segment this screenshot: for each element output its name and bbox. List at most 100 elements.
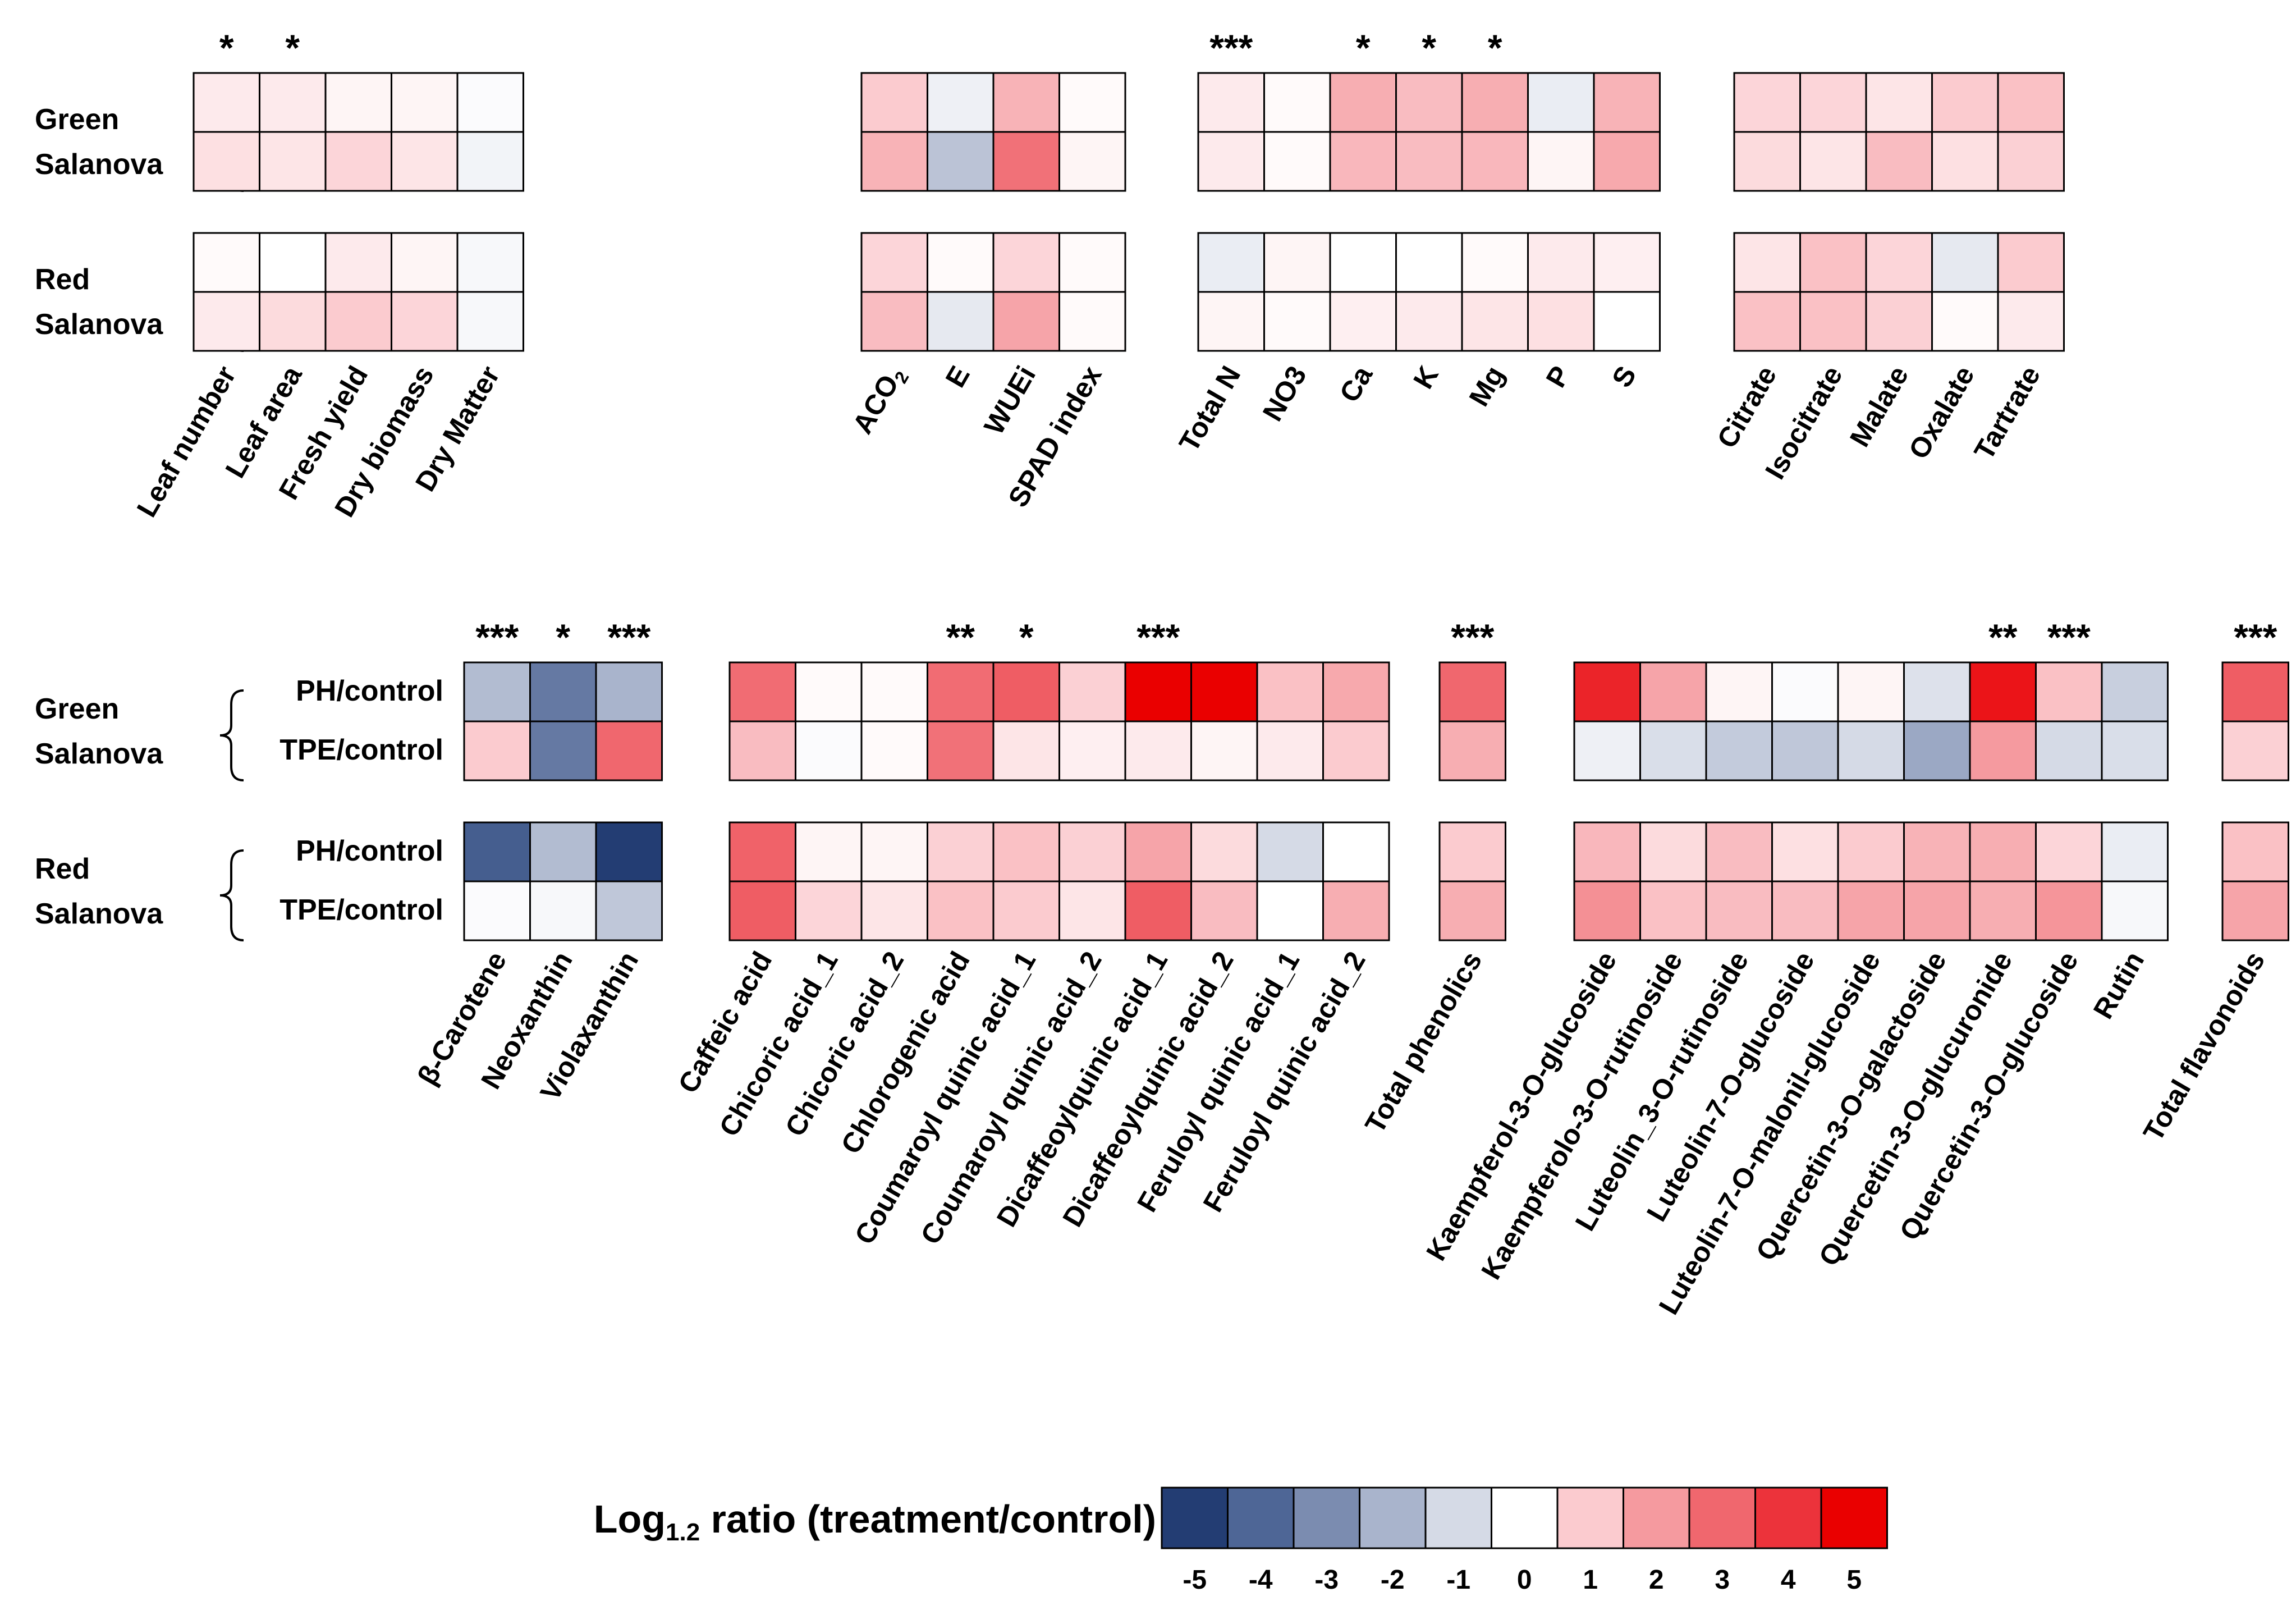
column-label-mg: Mg xyxy=(1463,361,1511,412)
heatmap-cell-green-tpe-control-coumaroyl-quinic-acid-2 xyxy=(1058,720,1126,781)
heatmap-cell-red-tpe-control-feruloyl-quinic-acid-1 xyxy=(1256,880,1324,941)
group-brace xyxy=(219,689,244,781)
heatmap-cell-green-ph-control-aco2 xyxy=(860,72,928,133)
heatmap-cell-red-tpe-control-isocitrate xyxy=(1799,291,1867,352)
heatmap-cell-red-ph-control-fresh-yield xyxy=(324,232,392,293)
heatmap-cell-green-ph-control-chicoric-acid-1 xyxy=(795,661,863,722)
heatmap-cell-red-ph-control-total-n xyxy=(1197,232,1265,293)
legend-swatch-5 xyxy=(1161,1486,1229,1549)
heatmap-cell-red-ph-control-aco2 xyxy=(860,232,928,293)
column-label-total-n: Total N xyxy=(1173,361,1246,458)
heatmap-cell-green-ph-control-fresh-yield xyxy=(324,72,392,133)
heatmap-cell-green-tpe-control-luteolin-3-o-rutinoside xyxy=(1705,720,1773,781)
legend-tick: -5 xyxy=(1183,1565,1207,1595)
heatmap-cell-red-tpe-control-neoxanthin xyxy=(529,880,597,941)
heatmap-cell-green-ph-control-kaempferolo-3-o-rutinoside xyxy=(1639,661,1707,722)
heatmap-cell-green-tpe-control-dry-biomass xyxy=(391,131,459,192)
significance-dicaffeoylquinic-acid-1: *** xyxy=(1136,616,1180,658)
column-label-chicoric-acid-2: Chicoric acid_2 xyxy=(779,946,910,1142)
heatmap-cell-green-tpe-control-chicoric-acid-2 xyxy=(860,720,928,781)
legend-title: Log1.2 ratio (treatment/control) xyxy=(594,1497,1156,1546)
column-label-rutin: Rutin xyxy=(2087,946,2150,1024)
heatmap-cell-green-ph-control-total-n xyxy=(1197,72,1265,133)
heatmap-cell-green-tpe-control-dicaffeoylquinic-acid-1 xyxy=(1124,720,1192,781)
heatmap-cell-red-ph-control-coumaroyl-quinic-acid-1 xyxy=(992,821,1060,882)
heatmap-cell-green-tpe-control-chlorogenic-acid xyxy=(927,720,995,781)
heatmap-cell-red-ph-control-isocitrate xyxy=(1799,232,1867,293)
group-label-line2: Salanova xyxy=(35,308,163,341)
heatmap-cell-green-ph-control-tartrate xyxy=(1997,72,2065,133)
significance-leaf-area: * xyxy=(285,27,300,68)
column-label-ca: Ca xyxy=(1333,360,1379,407)
heatmap-cell-red-tpe-control-feruloyl-quinic-acid-2 xyxy=(1322,880,1390,941)
heatmap-cell-green-tpe-control-kaempferol-3-o-glucoside xyxy=(1573,720,1641,781)
heatmap-cell-green-tpe-control-chicoric-acid-1 xyxy=(795,720,863,781)
column-label-total-flavonoids: Total flavonoids xyxy=(2137,946,2271,1147)
heatmap-cell-green-ph-control-dry-biomass xyxy=(391,72,459,133)
heatmap-cell-green-tpe-control-spad-index xyxy=(1058,131,1126,192)
heatmap-cell-green-ph-control-chlorogenic-acid xyxy=(927,661,995,722)
heatmap-cell-red-ph-control-feruloyl-quinic-acid-2 xyxy=(1322,821,1390,882)
heatmap-cell-green-ph-control-p xyxy=(1527,72,1595,133)
heatmap-cell-red-ph-control-quercetin-3-o-glucoside xyxy=(2035,821,2103,882)
heatmap-cell-red-tpe-control-dry-biomass xyxy=(391,291,459,352)
heatmap-cell-green-ph-control-caffeic-acid xyxy=(728,661,796,722)
heatmap-cell-green-ph-control-malate xyxy=(1865,72,1933,133)
heatmap-cell-red-tpe-control-luteolin-3-o-rutinoside xyxy=(1705,880,1773,941)
heatmap-cell-green-tpe-control-no3 xyxy=(1263,131,1331,192)
legend-swatch-1 xyxy=(1424,1486,1492,1549)
heatmap-cell-red-ph-control-dicaffeoylquinic-acid-2 xyxy=(1190,821,1258,882)
legend-swatch-5 xyxy=(1820,1486,1888,1549)
heatmap-cell-green-ph-control-carotene xyxy=(463,661,531,722)
legend-swatch-2 xyxy=(1359,1486,1427,1549)
heatmap-cell-green-ph-control-isocitrate xyxy=(1799,72,1867,133)
heatmap-cell-red-ph-control-chlorogenic-acid xyxy=(927,821,995,882)
heatmap-cell-green-ph-control-luteolin-7-o-malonil-glucoside xyxy=(1837,661,1905,722)
row-label-ph-control: PH/control xyxy=(296,675,443,707)
heatmap-cell-red-ph-control-tartrate xyxy=(1997,232,2065,293)
group-label-line2: Salanova xyxy=(35,148,163,181)
group-label-line1: Green xyxy=(35,693,119,725)
heatmap-cell-red-tpe-control-total-n xyxy=(1197,291,1265,352)
heatmap-cell-red-ph-control-dry-matter xyxy=(456,232,524,293)
heatmap-cell-red-tpe-control-total-flavonoids xyxy=(2221,880,2289,941)
heatmap-cell-green-tpe-control-feruloyl-quinic-acid-1 xyxy=(1256,720,1324,781)
heatmap-cell-red-ph-control-leaf-number xyxy=(193,232,260,293)
significance-leaf-number: * xyxy=(219,27,234,68)
significance-total-phenolics: *** xyxy=(1451,616,1494,658)
significance-ca: * xyxy=(1356,27,1371,68)
heatmap-cell-red-tpe-control-p xyxy=(1527,291,1595,352)
heatmap-cell-green-ph-control-dicaffeoylquinic-acid-2 xyxy=(1190,661,1258,722)
heatmap-cell-green-tpe-control-dicaffeoylquinic-acid-2 xyxy=(1190,720,1258,781)
heatmap-cell-green-ph-control-luteolin-3-o-rutinoside xyxy=(1705,661,1773,722)
legend-tick: 5 xyxy=(1846,1565,1862,1595)
heatmap-cell-red-ph-control-oxalate xyxy=(1931,232,1999,293)
heatmap-cell-green-ph-control-ca xyxy=(1329,72,1397,133)
heatmap-cell-green-ph-control-quercetin-3-o-glucoside xyxy=(2035,661,2103,722)
heatmap-cell-green-ph-control-s xyxy=(1593,72,1661,133)
heatmap-cell-red-tpe-control-dry-matter xyxy=(456,291,524,352)
heatmap-panels: Green Salanova PH/control TPE/control Red Sal… xyxy=(35,27,2289,1320)
heatmap-cell-red-tpe-control-quercetin-3-o-glucoside xyxy=(2035,880,2103,941)
heatmap-cell-red-tpe-control-kaempferolo-3-o-rutinoside xyxy=(1639,880,1707,941)
heatmap-cell-red-ph-control-dicaffeoylquinic-acid-1 xyxy=(1124,821,1192,882)
heatmap-cell-green-ph-control-coumaroyl-quinic-acid-2 xyxy=(1058,661,1126,722)
heatmap-cell-green-ph-control-dicaffeoylquinic-acid-1 xyxy=(1124,661,1192,722)
heatmap-cell-red-tpe-control-wuei xyxy=(992,291,1060,352)
heatmap-cell-red-ph-control-wuei xyxy=(992,232,1060,293)
heatmap-cell-green-ph-control-wuei xyxy=(992,72,1060,133)
heatmap-cell-green-ph-control-leaf-area xyxy=(259,72,327,133)
heatmap-cell-green-ph-control-feruloyl-quinic-acid-1 xyxy=(1256,661,1324,722)
heatmap-cell-green-ph-control-e xyxy=(927,72,995,133)
legend-tick: 2 xyxy=(1649,1565,1664,1595)
heatmap-cell-green-tpe-control-isocitrate xyxy=(1799,131,1867,192)
column-label-s: S xyxy=(1606,361,1642,393)
significance-quercetin-3-o-glucoside: *** xyxy=(2047,616,2091,658)
heatmap-cell-green-tpe-control-coumaroyl-quinic-acid-1 xyxy=(992,720,1060,781)
column-label-p: P xyxy=(1540,361,1577,393)
group-minerals: *** * * *Total N NO3 Ca K Mg P S xyxy=(1173,27,1661,458)
heatmap-cell-red-ph-control-luteolin-7-o-malonil-glucoside xyxy=(1837,821,1905,882)
